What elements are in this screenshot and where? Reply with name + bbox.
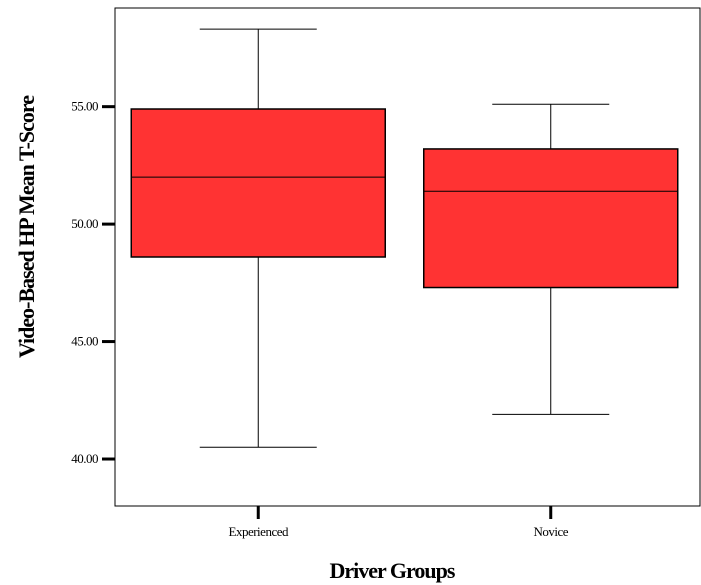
y-tick-label: 55.00 — [71, 99, 98, 114]
y-tick-label: 40.00 — [71, 451, 98, 466]
y-axis-title: Video-Based HP Mean T-Score — [14, 95, 39, 358]
y-tick-label: 50.00 — [71, 216, 98, 231]
x-axis-title: Driver Groups — [330, 558, 456, 583]
x-tick-label: Novice — [533, 524, 568, 539]
box-experienced — [130, 28, 386, 448]
y-tick-label: 45.00 — [71, 334, 98, 349]
iqr-box — [130, 108, 386, 258]
box-series — [130, 28, 679, 448]
x-axis: Experienced Novice — [229, 506, 569, 539]
y-axis: 40.00 45.00 50.00 55.00 — [71, 99, 115, 466]
box-novice — [423, 103, 679, 415]
iqr-box — [423, 148, 679, 289]
x-tick-label: Experienced — [229, 524, 289, 539]
